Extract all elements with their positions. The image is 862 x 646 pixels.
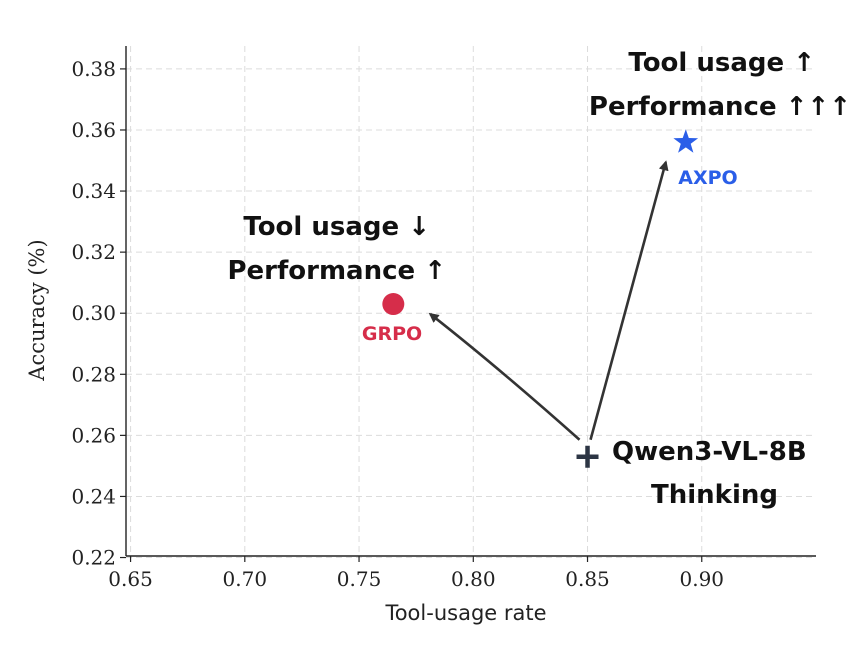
y-tick-label: 0.24 [71, 484, 116, 508]
x-tick-label: 0.70 [223, 567, 268, 591]
arrow-to-grpo [428, 312, 581, 441]
x-tick-label: 0.90 [679, 567, 724, 591]
axes: 0.65 0.70 0.75 0.80 0.85 0.90 0.22 0.24 0.26 0.28… [71, 46, 816, 591]
axpo-point [673, 129, 699, 153]
arrows [428, 160, 669, 441]
y-tick-label: 0.38 [71, 57, 116, 81]
y-tick-label: 0.30 [71, 301, 116, 325]
base-model-label-line2: Thinking [651, 480, 778, 510]
grpo-annotation-line1: Tool usage ↓ [243, 212, 430, 242]
x-tick-label: 0.85 [565, 567, 610, 591]
data-points [382, 129, 699, 468]
base-model-point [576, 445, 599, 468]
x-tick-label: 0.65 [108, 567, 153, 591]
grpo-point-label: GRPO [362, 323, 422, 345]
axpo-point-label: AXPO [678, 167, 737, 189]
axpo-annotation-line1: Tool usage ↑ [628, 48, 815, 78]
axpo-annotation-line2: Performance ↑↑↑ [589, 92, 851, 122]
grpo-annotation-line2: Performance ↑ [227, 256, 446, 286]
grid-lines [126, 46, 816, 559]
x-axis-label: Tool-usage rate [384, 601, 546, 625]
y-tick-label: 0.36 [71, 118, 116, 142]
y-tick-label: 0.26 [71, 423, 116, 447]
x-tick-label: 0.75 [337, 567, 382, 591]
grpo-point [382, 293, 405, 316]
y-tick-label: 0.34 [71, 179, 116, 203]
y-tick-label: 0.22 [71, 546, 116, 570]
y-tick-label: 0.28 [71, 362, 116, 386]
y-tick-label: 0.32 [71, 240, 116, 264]
annotations: Tool-usage rate Accuracy (%) Tool usage … [25, 48, 851, 625]
x-tick-label: 0.80 [451, 567, 496, 591]
y-axis-label: Accuracy (%) [25, 239, 49, 381]
base-model-label-line1: Qwen3-VL-8B [612, 437, 807, 467]
arrow-to-axpo [589, 160, 669, 441]
